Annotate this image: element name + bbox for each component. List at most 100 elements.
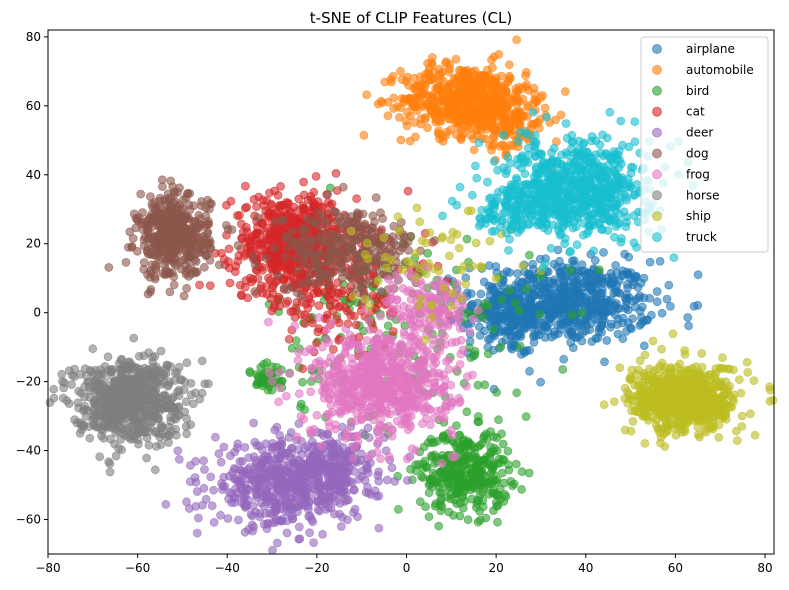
point-bird [486,442,496,452]
point-cat [260,235,270,245]
point-deer [341,470,351,479]
point-frog [430,413,440,423]
point-airplane [519,324,529,334]
point-dog [204,204,214,214]
point-automobile [489,132,498,141]
point-automobile [451,54,461,64]
point-cat [328,306,338,316]
point-frog [274,368,284,377]
point-frog [285,369,295,379]
point-frog [322,324,332,334]
point-airplane [514,277,523,287]
point-frog [275,383,284,393]
point-airplane [639,341,649,351]
point-dog [311,219,321,229]
point-bird [442,492,452,502]
series-automobile [359,35,570,174]
point-cat [313,197,323,207]
point-automobile [444,67,454,77]
point-deer [298,459,308,469]
point-bird [417,471,426,481]
point-dog [203,216,213,226]
point-bird [512,388,522,398]
point-frog [314,312,324,322]
point-dog [322,217,332,227]
point-dog [146,284,156,294]
point-airplane [510,320,519,330]
point-dog [146,210,156,220]
point-bird [462,234,472,244]
point-bird [423,248,433,258]
point-deer [191,456,201,466]
point-deer [316,452,326,462]
point-frog [385,339,395,349]
point-cat [231,261,241,271]
point-deer [305,454,315,464]
point-bird [471,502,481,512]
point-dog [131,223,141,233]
point-bird [521,412,531,422]
point-frog [363,384,373,394]
point-frog [446,425,456,435]
point-automobile [463,122,473,132]
point-deer [331,471,341,481]
scatter-points [45,35,778,555]
point-frog [436,342,446,351]
point-dog [182,283,192,293]
point-airplane [577,336,587,346]
point-deer [387,463,397,473]
point-deer [374,467,384,477]
point-automobile [410,94,420,103]
point-dog [311,279,321,289]
point-cat [351,320,361,330]
point-dog [362,230,372,240]
point-dog [139,258,149,267]
point-cat [309,187,319,197]
point-automobile [429,74,439,84]
point-frog [267,376,277,386]
point-airplane [577,320,587,330]
point-bird [497,295,507,305]
point-automobile [425,102,435,112]
point-airplane [537,287,547,297]
point-bird [475,515,485,525]
point-deer [336,522,346,531]
point-airplane [578,328,588,338]
point-cat [248,274,258,284]
point-automobile [488,108,498,118]
point-automobile [504,60,514,70]
point-deer [342,487,351,497]
point-bird [298,377,307,387]
point-airplane [598,315,608,325]
point-cat [278,200,288,210]
point-automobile [510,109,520,118]
point-automobile [463,68,473,78]
point-deer [173,446,183,456]
point-dog [430,236,440,245]
point-deer [275,482,284,492]
point-frog [410,393,419,403]
point-frog [294,389,304,399]
point-cat [195,280,204,290]
point-bird [253,377,263,387]
point-deer [261,509,271,518]
point-cat [311,171,321,181]
point-bird [524,468,534,478]
point-frog [325,409,334,419]
point-cat [267,226,277,236]
point-dog [159,230,169,240]
point-cat [334,288,343,298]
point-frog [462,381,471,391]
point-frog [451,451,460,461]
point-frog [331,362,341,371]
point-frog [395,360,405,370]
point-bird [558,364,568,374]
point-cat [240,282,250,292]
point-airplane [559,354,569,364]
point-cat [264,208,274,218]
point-airplane [505,268,515,277]
point-frog [364,316,374,325]
point-airplane [555,309,565,319]
point-deer [270,425,280,435]
point-bird [565,265,575,275]
